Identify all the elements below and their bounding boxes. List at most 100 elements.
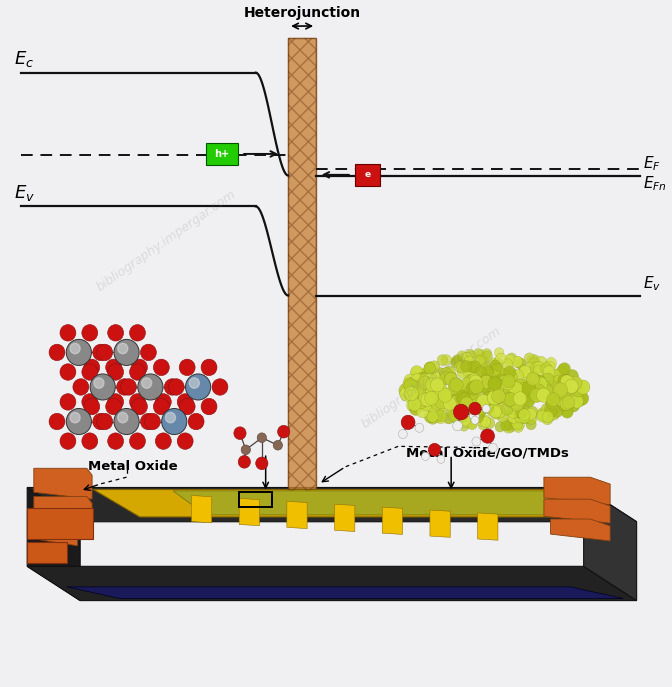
Circle shape <box>465 395 478 409</box>
Circle shape <box>497 411 508 423</box>
Circle shape <box>444 397 456 410</box>
Circle shape <box>495 348 504 358</box>
Circle shape <box>460 397 473 410</box>
Circle shape <box>429 403 441 415</box>
Circle shape <box>490 405 501 418</box>
Circle shape <box>462 365 474 377</box>
Circle shape <box>435 412 446 424</box>
Circle shape <box>489 382 503 396</box>
Circle shape <box>419 373 432 386</box>
Text: $E_{Fn}$: $E_{Fn}$ <box>643 174 667 193</box>
Circle shape <box>460 352 471 363</box>
Circle shape <box>548 408 560 420</box>
Circle shape <box>399 383 413 398</box>
Circle shape <box>437 354 448 365</box>
Circle shape <box>515 412 526 423</box>
Circle shape <box>474 405 486 418</box>
Circle shape <box>140 414 157 430</box>
Circle shape <box>415 423 424 432</box>
Circle shape <box>537 380 550 394</box>
Circle shape <box>478 355 489 366</box>
Circle shape <box>471 416 479 425</box>
Circle shape <box>421 452 429 460</box>
Circle shape <box>130 433 145 449</box>
Circle shape <box>190 378 200 388</box>
Circle shape <box>449 396 462 409</box>
Circle shape <box>452 382 466 397</box>
Circle shape <box>49 414 65 430</box>
Circle shape <box>489 358 500 369</box>
Circle shape <box>421 383 435 397</box>
Circle shape <box>108 433 124 449</box>
Circle shape <box>511 388 525 403</box>
Circle shape <box>545 405 557 417</box>
Circle shape <box>130 394 145 410</box>
Circle shape <box>506 369 519 381</box>
Circle shape <box>480 429 495 443</box>
Circle shape <box>526 406 538 418</box>
Circle shape <box>558 374 571 388</box>
Circle shape <box>274 440 282 450</box>
Circle shape <box>495 422 505 432</box>
Circle shape <box>417 372 429 385</box>
Circle shape <box>497 380 510 394</box>
Circle shape <box>546 393 560 407</box>
Circle shape <box>523 369 536 382</box>
Circle shape <box>521 412 533 424</box>
Circle shape <box>420 368 432 381</box>
Circle shape <box>445 372 458 385</box>
Circle shape <box>451 394 464 407</box>
Circle shape <box>553 383 567 397</box>
Circle shape <box>525 408 536 420</box>
Circle shape <box>439 368 452 381</box>
Circle shape <box>419 387 433 402</box>
Circle shape <box>512 419 522 430</box>
Circle shape <box>497 370 509 383</box>
Circle shape <box>408 381 422 395</box>
Circle shape <box>465 349 474 359</box>
Circle shape <box>457 351 467 361</box>
Circle shape <box>450 357 461 368</box>
Circle shape <box>542 414 553 425</box>
Circle shape <box>517 412 528 424</box>
Circle shape <box>400 387 414 401</box>
Circle shape <box>504 354 515 365</box>
Circle shape <box>165 412 175 423</box>
Circle shape <box>481 381 495 395</box>
Circle shape <box>459 396 472 410</box>
Circle shape <box>525 367 538 380</box>
Circle shape <box>93 414 109 430</box>
Circle shape <box>84 398 99 415</box>
Circle shape <box>519 409 530 420</box>
Circle shape <box>537 410 548 422</box>
Circle shape <box>155 394 171 410</box>
Circle shape <box>425 385 439 401</box>
Circle shape <box>407 382 421 396</box>
Circle shape <box>446 394 460 408</box>
Text: bibliography.impergar.com: bibliography.impergar.com <box>359 324 503 431</box>
Circle shape <box>431 411 443 423</box>
Circle shape <box>433 383 448 398</box>
Circle shape <box>558 381 571 396</box>
Circle shape <box>482 405 490 413</box>
Circle shape <box>429 390 443 404</box>
Circle shape <box>558 363 569 376</box>
Circle shape <box>492 389 505 403</box>
Circle shape <box>415 395 428 409</box>
Circle shape <box>552 375 566 389</box>
Circle shape <box>536 388 550 403</box>
Circle shape <box>536 385 550 399</box>
Circle shape <box>407 398 419 412</box>
Text: Metal Oxide: Metal Oxide <box>89 460 178 473</box>
Circle shape <box>429 443 441 456</box>
Polygon shape <box>335 504 355 532</box>
Circle shape <box>417 388 431 403</box>
Circle shape <box>130 324 145 341</box>
Circle shape <box>544 361 555 373</box>
Circle shape <box>548 370 560 383</box>
Circle shape <box>523 381 537 396</box>
Circle shape <box>460 361 472 372</box>
Circle shape <box>82 433 97 449</box>
Circle shape <box>468 374 480 387</box>
Circle shape <box>509 396 522 409</box>
